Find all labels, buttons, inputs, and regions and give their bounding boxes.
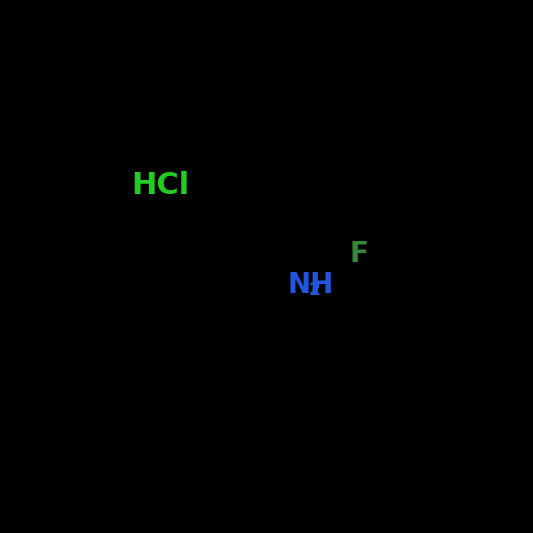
Text: F: F [349, 239, 368, 268]
Text: NH: NH [287, 271, 334, 299]
Text: 2: 2 [309, 281, 321, 299]
Text: HCl: HCl [132, 171, 190, 199]
